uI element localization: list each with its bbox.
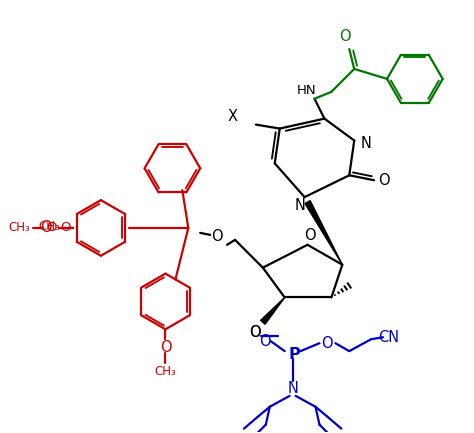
Text: O: O <box>249 325 261 340</box>
Text: CH₃: CH₃ <box>38 220 60 233</box>
Text: O: O <box>46 221 56 234</box>
Text: N: N <box>361 136 372 151</box>
Text: O: O <box>60 221 70 234</box>
Text: O: O <box>304 228 315 243</box>
Text: CH₃: CH₃ <box>9 221 30 234</box>
Text: O: O <box>40 220 52 236</box>
Text: O: O <box>378 173 390 188</box>
Text: HN: HN <box>297 84 316 97</box>
Text: X: X <box>228 109 238 124</box>
Text: N: N <box>287 381 298 396</box>
Text: CH₃: CH₃ <box>155 365 176 378</box>
Polygon shape <box>305 200 342 265</box>
Text: P: P <box>289 346 301 362</box>
Text: CN: CN <box>378 330 400 345</box>
Polygon shape <box>261 297 285 324</box>
Text: N: N <box>294 197 305 213</box>
Text: O: O <box>339 29 351 44</box>
Text: O: O <box>249 325 261 340</box>
Text: O: O <box>321 336 333 351</box>
Text: O: O <box>160 339 171 355</box>
Text: O: O <box>259 334 271 349</box>
Text: O: O <box>211 229 223 244</box>
